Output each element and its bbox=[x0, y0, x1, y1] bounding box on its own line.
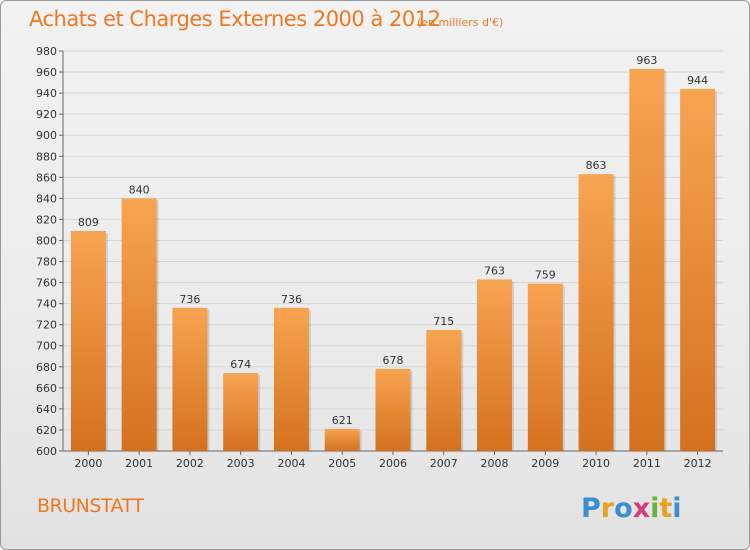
data-label: 963 bbox=[636, 54, 657, 67]
bar-2011 bbox=[629, 68, 665, 451]
y-tick-label: 840 bbox=[36, 192, 57, 205]
y-tick-label: 980 bbox=[36, 45, 57, 58]
bar-2000 bbox=[70, 231, 106, 451]
y-tick-label: 860 bbox=[36, 171, 57, 184]
x-tick-label: 2009 bbox=[531, 457, 559, 470]
data-label: 715 bbox=[433, 315, 454, 328]
x-tick-label: 2006 bbox=[379, 457, 407, 470]
data-label: 736 bbox=[179, 293, 200, 306]
y-tick-label: 880 bbox=[36, 150, 57, 163]
x-tick-label: 2003 bbox=[227, 457, 255, 470]
chart-title: Achats et Charges Externes 2000 à 2012 bbox=[29, 7, 441, 31]
x-tick-label: 2011 bbox=[633, 457, 661, 470]
y-tick-label: 940 bbox=[36, 87, 57, 100]
bar-2012 bbox=[680, 88, 716, 451]
x-tick-label: 2012 bbox=[684, 457, 712, 470]
bar-2006 bbox=[375, 368, 411, 451]
x-tick-label: 2005 bbox=[328, 457, 356, 470]
y-tick-label: 640 bbox=[36, 403, 57, 416]
bar-2007 bbox=[426, 329, 462, 451]
y-tick-label: 800 bbox=[36, 234, 57, 247]
data-label: 621 bbox=[332, 414, 353, 427]
y-tick-label: 740 bbox=[36, 298, 57, 311]
bar-2005 bbox=[324, 428, 360, 451]
y-tick-label: 620 bbox=[36, 424, 57, 437]
x-tick-label: 2007 bbox=[430, 457, 458, 470]
x-tick-label: 2002 bbox=[176, 457, 204, 470]
x-tick-label: 2008 bbox=[481, 457, 509, 470]
data-label: 678 bbox=[383, 354, 404, 367]
bar-2001 bbox=[121, 198, 157, 451]
y-tick-label: 680 bbox=[36, 361, 57, 374]
bar-2004 bbox=[273, 307, 309, 451]
bar-2002 bbox=[172, 307, 208, 451]
chart-subtitle: (en milliers d'€) bbox=[417, 16, 504, 29]
data-label: 736 bbox=[281, 293, 302, 306]
data-label: 840 bbox=[129, 183, 150, 196]
svg-text:Proxiti: Proxiti bbox=[581, 493, 682, 524]
x-tick-label: 2010 bbox=[582, 457, 610, 470]
y-tick-label: 720 bbox=[36, 319, 57, 332]
y-tick-label: 660 bbox=[36, 382, 57, 395]
bar-2008 bbox=[477, 279, 513, 451]
y-tick-label: 700 bbox=[36, 340, 57, 353]
bar-2009 bbox=[527, 283, 563, 451]
x-tick-label: 2000 bbox=[74, 457, 102, 470]
y-tick-label: 820 bbox=[36, 213, 57, 226]
y-tick-label: 780 bbox=[36, 256, 57, 269]
bar-2003 bbox=[223, 373, 259, 451]
proxiti-logo: Proxiti bbox=[581, 493, 682, 524]
y-tick-label: 600 bbox=[36, 445, 57, 458]
data-label: 944 bbox=[687, 74, 708, 87]
data-label: 863 bbox=[586, 159, 607, 172]
x-tick-label: 2004 bbox=[277, 457, 305, 470]
y-tick-label: 920 bbox=[36, 108, 57, 121]
y-tick-label: 760 bbox=[36, 277, 57, 290]
bar-2010 bbox=[578, 174, 614, 451]
y-tick-label: 900 bbox=[36, 129, 57, 142]
y-tick-label: 960 bbox=[36, 66, 57, 79]
data-label: 759 bbox=[535, 269, 556, 282]
data-label: 763 bbox=[484, 264, 505, 277]
data-label: 809 bbox=[78, 216, 99, 229]
x-tick-label: 2001 bbox=[125, 457, 153, 470]
data-label: 674 bbox=[230, 358, 251, 371]
commune-name: BRUNSTATT bbox=[37, 495, 144, 517]
